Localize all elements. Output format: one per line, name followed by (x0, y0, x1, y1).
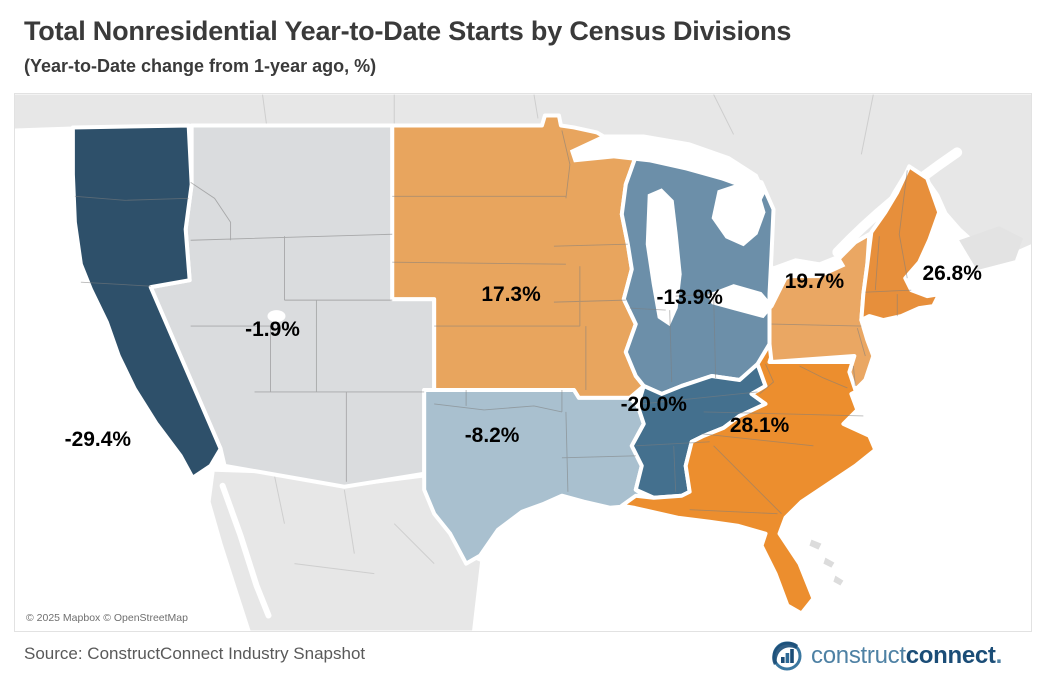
great-salt-lake (267, 310, 286, 323)
label-mountain-value: -1.9% (245, 318, 300, 341)
constructconnect-logo: constructconnect. (769, 638, 1002, 674)
bahamas-islands (809, 539, 844, 586)
lake-superior (569, 134, 766, 201)
label-new-england-value: 26.8% (922, 262, 982, 285)
canada-province-borders (262, 94, 874, 155)
nova-scotia (959, 226, 1024, 271)
lake-michigan (645, 188, 682, 327)
label-middle-atlantic-value: 19.7% (785, 270, 845, 293)
state-borders (74, 130, 912, 515)
source-text: Source: ConstructConnect Industry Snapsh… (24, 644, 366, 663)
logo-construct-text: construct (811, 642, 906, 669)
mexico-landmass (210, 471, 481, 631)
label-east-south-central-value: -20.0% (621, 393, 688, 416)
label-east-north-central-value: -13.9% (657, 286, 724, 309)
us-census-divisions-map[interactable]: -29.4% -1.9% 17.3% -8.2% -13.9% -20.0% 1… (15, 94, 1031, 631)
division-new-england[interactable] (859, 164, 942, 323)
mexico-state-borders (274, 475, 435, 575)
gulf-of-california (219, 482, 272, 619)
label-pacific-value: -29.4% (65, 428, 132, 451)
lake-huron (711, 182, 766, 247)
division-west-south-central[interactable] (422, 387, 664, 566)
map-panel: -29.4% -1.9% 17.3% -8.2% -13.9% -20.0% 1… (14, 93, 1032, 632)
label-south-atlantic-value: 28.1% (730, 414, 790, 437)
logo-connect-text: connect (905, 642, 996, 669)
constructconnect-logo-text: constructconnect. (811, 642, 1002, 670)
division-pacific[interactable] (70, 123, 223, 480)
logo-period: . (995, 642, 1003, 669)
lake-ontario (771, 256, 846, 279)
map-attribution[interactable]: © 2025 Mapbox © OpenStreetMap (20, 610, 194, 626)
lake-erie (707, 284, 774, 319)
label-west-south-central-value: -8.2% (465, 424, 520, 447)
page-title: Total Nonresidential Year-to-Date Starts… (24, 16, 792, 46)
division-south-atlantic[interactable] (619, 342, 878, 616)
constructconnect-logo-icon (772, 641, 802, 671)
label-west-north-central-value: 17.3% (481, 283, 541, 306)
page-subtitle: (Year-to-Date change from 1-year ago, %) (24, 56, 377, 76)
canada-landmass (15, 94, 1031, 267)
